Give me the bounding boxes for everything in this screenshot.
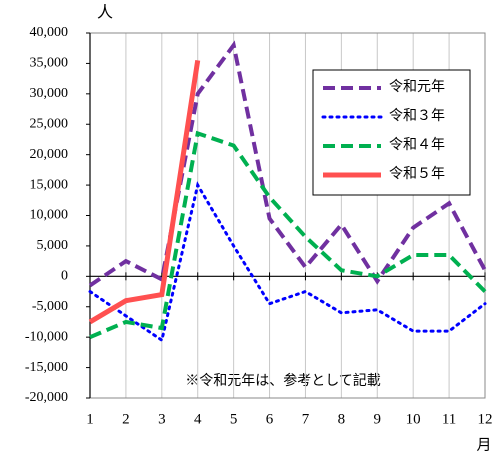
legend-label: 令和５年: [389, 166, 445, 182]
y-tick-label: 15,000: [30, 177, 69, 192]
x-axis-label: 月: [476, 437, 491, 453]
x-tick-label: 12: [478, 411, 493, 427]
x-tick-label: 7: [302, 411, 310, 427]
legend-label: 令和３年: [389, 108, 445, 124]
y-tick-label: -20,000: [25, 390, 68, 405]
x-tick-label: 9: [374, 411, 382, 427]
y-tick-label: 35,000: [30, 56, 69, 71]
y-tick-label: -15,000: [25, 360, 68, 375]
x-tick-label: 11: [442, 411, 456, 427]
x-tick-label: 2: [122, 411, 130, 427]
x-tick-label: 3: [158, 411, 166, 427]
x-tick-label: 5: [230, 411, 238, 427]
y-tick-label: 10,000: [30, 208, 69, 223]
y-tick-label: 0: [61, 269, 68, 284]
x-tick-label: 4: [194, 411, 202, 427]
y-tick-label: 20,000: [30, 147, 69, 162]
y-tick-label: -5,000: [32, 299, 68, 314]
y-tick-label: 25,000: [30, 116, 69, 131]
x-tick-label: 10: [406, 411, 421, 427]
y-tick-label: 5,000: [37, 238, 69, 253]
series-line: [89, 130, 487, 340]
x-tick-label: 8: [338, 411, 346, 427]
y-tick-label: 40,000: [30, 25, 69, 40]
series-line: [88, 59, 201, 325]
series-line: [88, 181, 487, 343]
y-tick-label: 30,000: [30, 86, 69, 101]
x-tick-label: 1: [86, 411, 94, 427]
x-tick-label: 6: [266, 411, 274, 427]
series-line: [88, 40, 487, 288]
legend-label: 令和４年: [389, 137, 445, 153]
y-axis-label: 人: [97, 4, 113, 22]
y-tick-label: -10,000: [25, 329, 68, 344]
legend-label: 令和元年: [389, 79, 445, 95]
annotation: ※令和元年は、参考として記載: [185, 372, 381, 389]
